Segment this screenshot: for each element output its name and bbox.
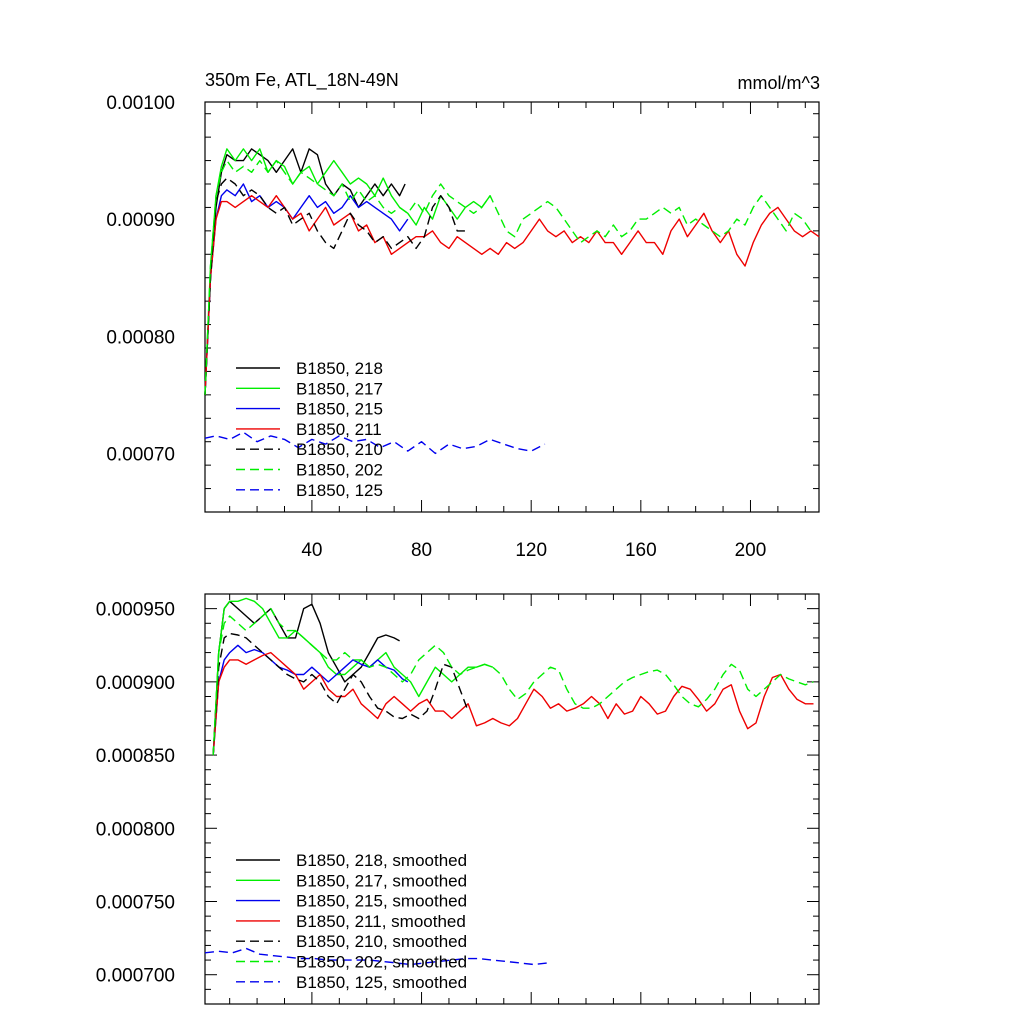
top-chart-title: 350m Fe, ATL_18N-49N <box>205 70 399 91</box>
legend-entry: B1850, 210, smoothed <box>296 932 467 951</box>
top-plot-frame <box>204 101 820 513</box>
y-tick-label: 0.00070 <box>106 444 175 465</box>
x-tick-label: 80 <box>411 540 432 561</box>
y-tick-label: 0.000950 <box>96 600 175 621</box>
series-line <box>204 183 409 395</box>
series-line <box>212 651 814 756</box>
legend-entry: B1850, 125, smoothed <box>296 973 467 992</box>
x-tick-label: 160 <box>625 540 657 561</box>
series-line <box>212 644 409 756</box>
legend-entry: B1850, 202, smoothed <box>296 953 467 972</box>
series-line <box>204 194 820 395</box>
legend-entry: B1850, 218, smoothed <box>296 851 467 870</box>
legend-entry: B1850, 211, smoothed <box>296 912 466 931</box>
y-tick-label: 0.000750 <box>96 893 175 914</box>
series-line <box>204 148 491 395</box>
series-line <box>212 600 400 756</box>
top-panel: 350m Fe, ATL_18N-49N mmol/m^3 40 80 120 160… <box>106 70 820 561</box>
top-chart-units: mmol/m^3 <box>738 73 820 93</box>
y-tick-label: 0.000800 <box>96 819 175 840</box>
y-tick-label: 0.000850 <box>96 746 175 767</box>
legend-entry: B1850, 202 <box>296 461 383 480</box>
legend-entry: B1850, 218 <box>296 359 383 378</box>
y-tick-label: 0.00090 <box>106 210 175 231</box>
series-line <box>204 159 812 395</box>
series-line <box>204 148 406 395</box>
y-tick-label: 0.00100 <box>106 93 175 114</box>
legend-entry: B1850, 215 <box>296 400 383 419</box>
y-tick-label: 0.00080 <box>106 327 175 348</box>
y-tick-label: 0.000700 <box>96 966 175 987</box>
series-line <box>204 177 466 395</box>
legend-entry: B1850, 215, smoothed <box>296 892 467 911</box>
x-tick-label: 120 <box>515 540 547 561</box>
series-line <box>212 597 494 756</box>
legend-entry: B1850, 217 <box>296 379 383 398</box>
legend-entry: B1850, 210 <box>296 440 383 459</box>
x-tick-label: 200 <box>735 540 767 561</box>
legend-entry: B1850, 125 <box>296 481 383 500</box>
x-tick-label: 40 <box>301 540 322 561</box>
bottom-panel: 0.000700 0.000750 0.000800 0.000850 0.000900… <box>96 593 820 1005</box>
legend-entry: B1850, 217, smoothed <box>296 871 467 890</box>
series-line <box>212 632 469 756</box>
series-line <box>204 947 548 966</box>
y-tick-label: 0.000900 <box>96 673 175 694</box>
series-line <box>204 431 546 455</box>
legend-entry: B1850, 211 <box>296 420 382 439</box>
